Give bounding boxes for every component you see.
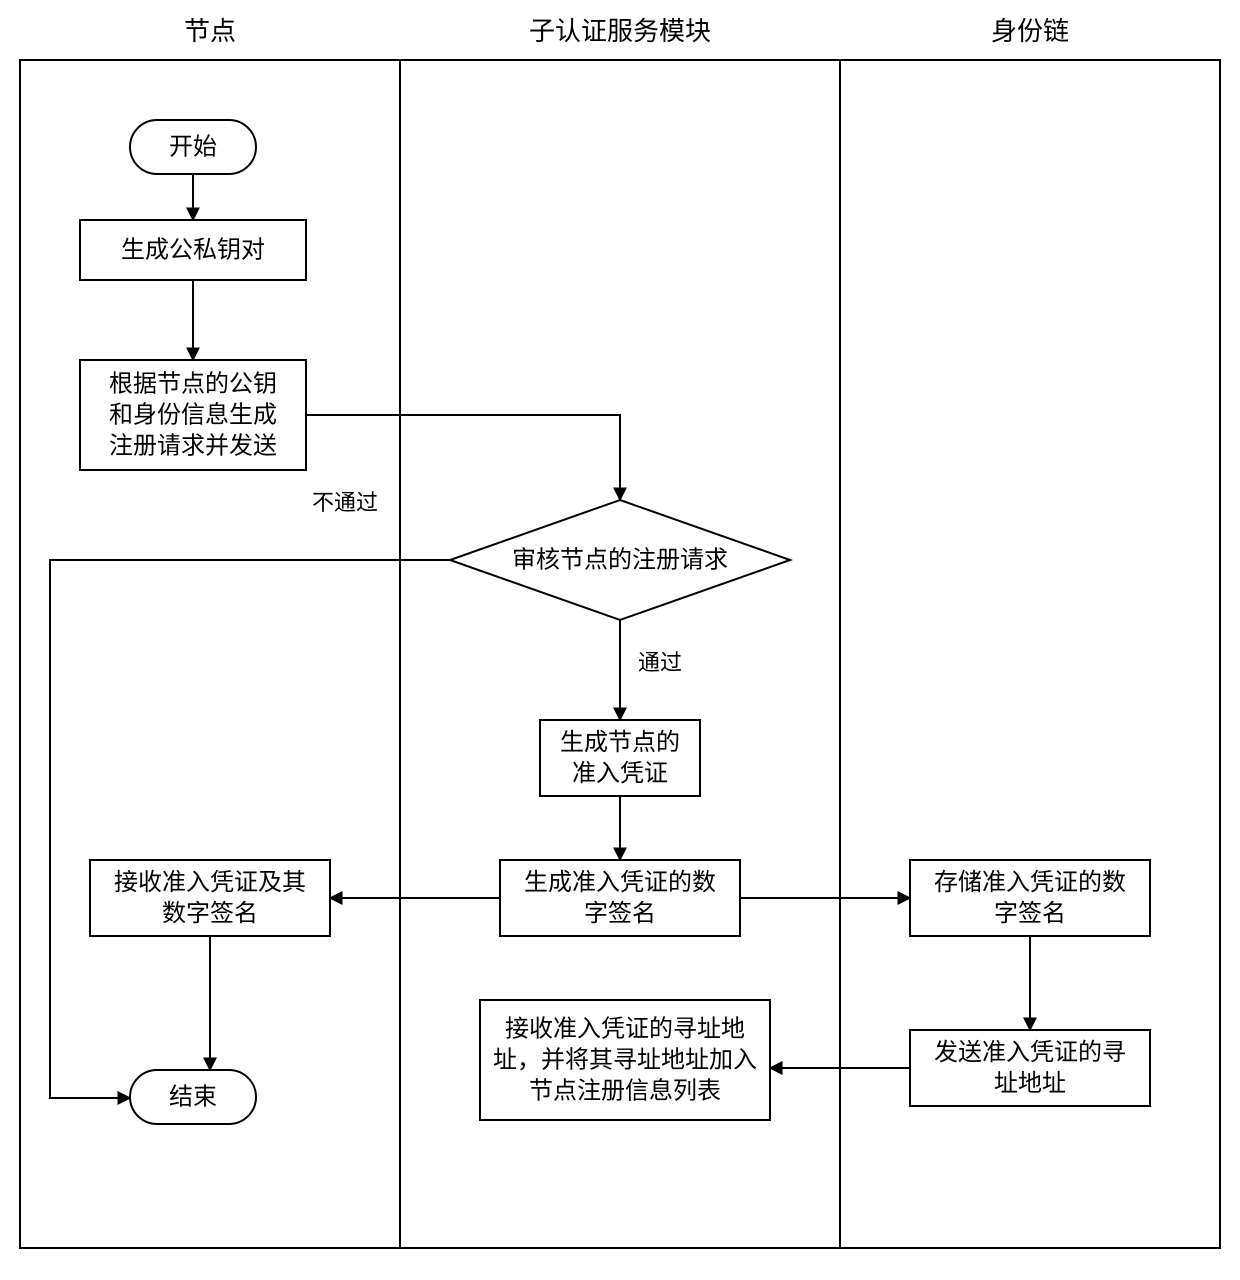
node-text: 接收准入凭证及其 <box>114 869 306 896</box>
node-text: 存储准入凭证的数 <box>934 869 1126 896</box>
node-text: 准入凭证 <box>572 760 668 787</box>
node-text: 节点注册信息列表 <box>529 1078 721 1105</box>
node-text: 生成准入凭证的数 <box>524 869 716 896</box>
node-text: 注册请求并发送 <box>109 433 277 460</box>
lane-header: 身份链 <box>991 17 1069 46</box>
node-text: 结束 <box>169 1084 217 1111</box>
node-text: 字签名 <box>584 900 656 927</box>
node-text: 址地址 <box>994 1070 1066 1097</box>
edge-label: 通过 <box>638 650 682 675</box>
node-text: 数字签名 <box>162 900 258 927</box>
node-text: 开始 <box>169 134 217 161</box>
flowchart-diagram: 节点 子认证服务模块 身份链通过 不通过 开始生成公私钥对根据节点的公钥和身份信息生成注… <box>0 0 1240 1280</box>
node-text: 和身份信息生成 <box>109 402 277 429</box>
node-text: 发送准入凭证的寻 <box>934 1039 1126 1066</box>
edge-label: 不通过 <box>312 490 378 515</box>
node-text: 接收准入凭证的寻址地 <box>505 1015 745 1042</box>
node-text: 址，并将其寻址地址加入 <box>493 1047 757 1074</box>
lane-header: 节点 <box>184 17 236 46</box>
flow-edge <box>306 415 620 500</box>
node-text: 字签名 <box>994 900 1066 927</box>
flow-edge <box>50 560 450 1098</box>
node-text: 根据节点的公钥 <box>109 370 277 397</box>
node-text: 生成公私钥对 <box>121 237 265 264</box>
node-text: 生成节点的 <box>560 729 680 756</box>
lane-header: 子认证服务模块 <box>529 17 711 46</box>
node-text: 审核节点的注册请求 <box>512 547 728 574</box>
